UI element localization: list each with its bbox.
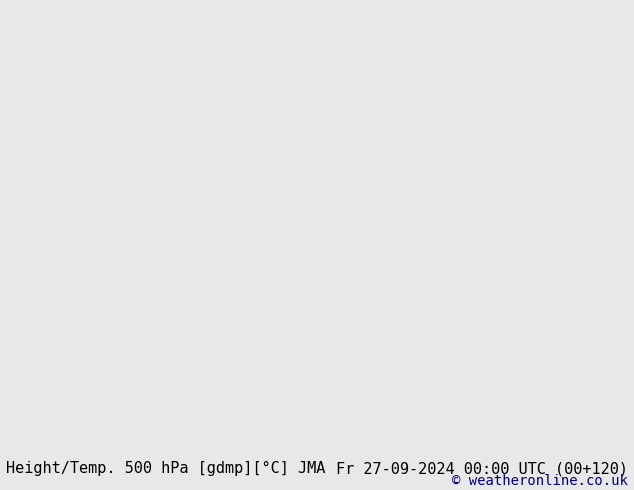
Text: © weatheronline.co.uk: © weatheronline.co.uk — [452, 474, 628, 488]
Text: Height/Temp. 500 hPa [gdmp][°C] JMA: Height/Temp. 500 hPa [gdmp][°C] JMA — [6, 462, 326, 476]
Text: Fr 27-09-2024 00:00 UTC (00+120): Fr 27-09-2024 00:00 UTC (00+120) — [335, 462, 628, 476]
